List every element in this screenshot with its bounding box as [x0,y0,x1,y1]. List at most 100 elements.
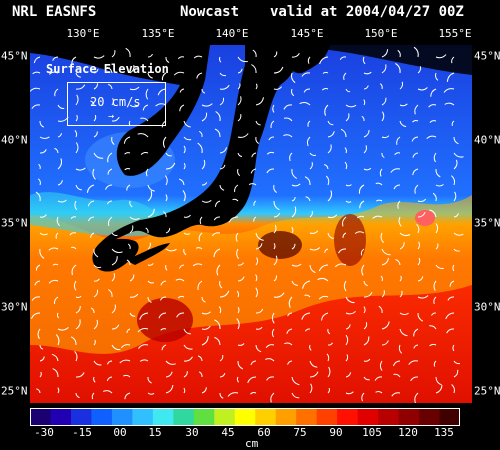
current-vector [129,312,136,317]
current-vector [140,152,149,155]
current-vector [75,142,79,154]
current-vector [39,248,45,259]
current-vector [372,215,383,219]
current-vector [165,56,170,64]
current-vector [35,191,41,202]
current-vector [57,104,65,110]
current-vector [429,120,437,124]
current-vector [412,168,419,176]
current-vector [75,184,82,191]
current-vector [107,216,113,227]
current-vector [137,133,149,138]
current-vector [145,88,149,100]
current-vector [428,104,437,108]
current-vector [93,152,104,159]
current-vector [219,392,224,399]
vector-scale-label: 20 cm/s [90,95,141,109]
current-vector [137,344,149,349]
current-vector [124,167,131,171]
current-vector [237,343,245,346]
korea-landmass [116,45,210,176]
current-vector [429,325,437,330]
current-vector [327,190,333,202]
current-vector [429,343,437,347]
current-vector [215,111,221,122]
current-vector [327,342,333,346]
lon-label-145: 145°E [290,27,324,40]
current-vector [175,278,185,282]
current-vector [273,255,278,266]
current-vector [291,392,300,399]
current-vector [435,184,444,187]
current-vector [106,66,113,74]
current-vector [283,117,293,122]
current-vector [160,280,167,286]
current-vector [381,111,385,122]
current-vector [273,51,278,58]
current-vector [201,103,213,107]
current-vector [57,199,67,203]
current-vector [363,358,371,362]
current-vector [255,97,264,106]
current-vector [75,84,86,90]
current-vector [291,53,300,58]
colorbar-tick: -15 [72,426,92,439]
current-vector [111,50,116,58]
current-vector [106,360,113,365]
colorbar-segment [30,408,51,426]
current-vector [255,232,264,241]
current-vector [340,128,347,138]
current-vector [93,264,102,269]
current-vector [219,72,226,77]
current-vector [236,318,240,330]
current-vector [301,312,311,320]
current-vector [111,232,118,236]
current-vector [228,216,239,223]
current-vector [255,120,261,126]
current-vector [219,184,225,191]
current-vector [178,178,185,186]
current-vector [446,328,455,334]
current-vector [399,275,402,282]
current-vector [321,312,329,321]
current-vector [453,152,464,158]
current-vector [452,264,455,272]
current-vector [214,128,221,138]
current-vector [147,208,155,218]
colorbar-tick: 105 [362,426,382,439]
current-vector [391,392,401,397]
shikoku-landmass [125,243,170,265]
current-vector [317,277,329,282]
current-vector [54,296,59,305]
current-vector [363,322,368,330]
current-vector [183,232,191,235]
current-vector [39,232,48,236]
current-vector [123,374,131,378]
current-vector [309,344,312,351]
colorbar-tick: 30 [185,426,199,439]
current-vector [390,168,401,173]
current-vector [165,371,173,378]
colorbar [30,408,460,426]
current-vector [433,296,437,305]
current-vector [393,373,401,378]
current-vector [111,324,120,330]
current-vector [93,319,98,330]
current-vector [417,198,427,203]
current-vector [165,152,172,157]
current-vector [126,328,131,334]
current-vector [341,216,347,227]
current-vector [361,392,365,402]
current-vector [39,371,42,378]
current-vector [378,305,383,314]
current-vector [451,384,455,394]
current-vector [183,120,191,128]
current-vector [37,178,41,186]
current-vector [129,104,139,108]
lat-label-45-right: 45°N [474,49,500,63]
current-vector [345,88,351,93]
current-vector [363,99,366,106]
lat-label-35-right: 35°N [474,216,500,230]
lat-label-25-left: 25°N [1,384,28,398]
current-vector [173,71,185,76]
